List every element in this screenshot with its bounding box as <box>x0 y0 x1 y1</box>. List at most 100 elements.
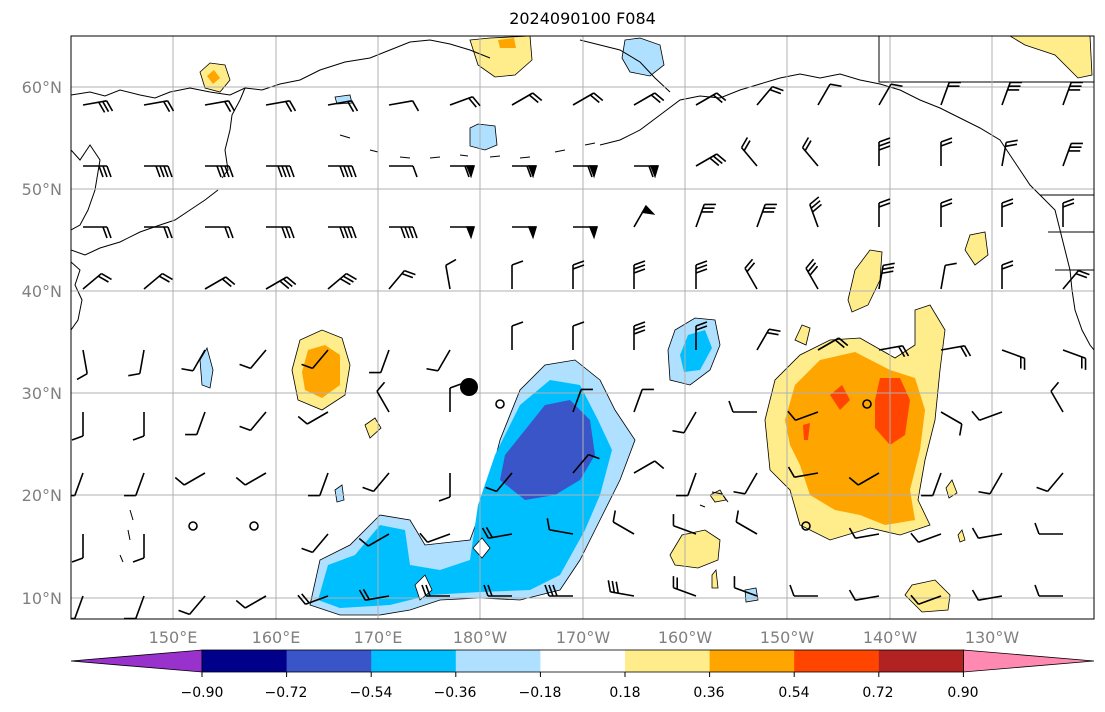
wind-barb <box>426 349 451 372</box>
wind-barb <box>940 81 961 106</box>
wind-barb <box>82 272 112 290</box>
wind-barb <box>921 472 942 497</box>
wind-barb <box>978 472 1003 495</box>
colorbar: −0.90 −0.72 −0.54 −0.36 −0.18 0.18 0.36 … <box>70 649 1095 701</box>
wind-barb <box>633 321 646 350</box>
wind-barb <box>801 137 819 167</box>
wind-barb <box>358 533 390 547</box>
neg-blob-nw1-core <box>680 330 712 372</box>
pos-contour-0.54b <box>830 385 850 410</box>
wind-barb <box>805 258 819 290</box>
colorbar-extend-high <box>963 649 1095 673</box>
pos-blob-e1 <box>964 231 989 266</box>
wind-barb <box>695 153 727 167</box>
wind-barb <box>235 472 267 486</box>
pos-blob-japan-core <box>302 345 340 398</box>
wind-barb <box>878 83 903 106</box>
colorbar-segment <box>202 650 288 672</box>
colorbar-segment <box>455 650 541 672</box>
wind-barb <box>144 226 173 239</box>
wind-barb <box>327 100 359 113</box>
wind-barb <box>633 204 656 228</box>
colorbar-tick-label: 0.90 <box>947 685 978 701</box>
wind-barb <box>809 196 823 228</box>
wind-barb <box>481 526 513 539</box>
coast-bc <box>1040 194 1094 271</box>
wind-barb <box>848 589 880 601</box>
wind-barb <box>817 83 842 106</box>
wind-barb <box>71 412 84 441</box>
lon-label: 130°W <box>965 628 1020 647</box>
wind-barb <box>672 514 697 535</box>
pos-blob-e2 <box>794 324 811 346</box>
wind-barb <box>71 472 84 497</box>
wind-barb <box>327 272 357 290</box>
coast-japan <box>71 189 219 256</box>
colorbar-tick-label: 0.18 <box>609 685 640 701</box>
wind-barb <box>676 472 697 497</box>
map-area <box>71 36 1094 619</box>
wind-barb <box>388 100 420 112</box>
colorbar-tick-label: −0.54 <box>350 685 393 701</box>
wind-barb <box>940 198 953 227</box>
lat-axis-labels: 60°N 50°N 40°N 30°N 20°N 10°N <box>22 78 62 608</box>
neg-contour-0.54 <box>500 400 595 500</box>
wind-barb <box>940 411 963 436</box>
calm-wind-circle <box>188 521 198 531</box>
wind-barb <box>71 534 84 563</box>
neg-blob-sq <box>469 123 498 151</box>
pos-blob-top1 <box>469 36 533 78</box>
wind-barb <box>301 349 329 370</box>
coast-siberia <box>71 39 491 99</box>
lon-label: 170°E <box>354 628 403 647</box>
wind-barb <box>910 594 942 605</box>
coast-hawaii <box>699 491 729 508</box>
wind-barb <box>733 576 758 597</box>
wind-barb <box>419 532 451 543</box>
map-title: 2024090100 F084 <box>509 9 656 28</box>
lat-label: 50°N <box>22 180 62 199</box>
wind-barb <box>940 137 953 166</box>
wind-barb <box>389 226 418 239</box>
wind-barb <box>297 411 329 425</box>
wind-barb <box>695 92 727 106</box>
wind-barb <box>266 226 295 239</box>
lon-axis-labels: 150°E 160°E 170°E 180°W 170°W 160°W 150°… <box>149 628 1020 647</box>
wind-barb <box>1050 381 1064 413</box>
pos-contour-0.54 <box>875 378 910 445</box>
coast-aleutians <box>339 134 596 159</box>
wind-barb <box>265 276 297 290</box>
wind-barb <box>634 165 660 179</box>
wind-barb <box>633 260 646 289</box>
wind-barb <box>1062 269 1090 290</box>
wind-barb <box>848 527 880 539</box>
wind-barb <box>546 518 574 535</box>
wind-barb <box>1001 349 1026 370</box>
colorbar-segment <box>540 650 626 672</box>
wind-barb <box>376 381 390 413</box>
wind-barb <box>971 589 1003 601</box>
lon-label: 140°W <box>863 628 918 647</box>
wind-barb <box>572 388 593 413</box>
lat-label: 20°N <box>22 486 62 505</box>
coast-alaska-w <box>599 73 1094 351</box>
wind-barb <box>789 584 818 597</box>
wind-barb <box>544 584 573 597</box>
anomaly-contours <box>199 36 1093 616</box>
wind-barb <box>445 258 457 290</box>
colorbar-ticks <box>201 672 964 677</box>
calm-wind-markers <box>188 399 872 531</box>
coast-okhotsk <box>71 144 101 231</box>
neg-blob-top <box>621 37 665 77</box>
colorbar-tick-label: 0.36 <box>693 685 724 701</box>
wind-barb <box>740 137 758 167</box>
wind-barb <box>971 527 1003 539</box>
wind-barb <box>181 349 206 372</box>
wind-barb <box>787 466 819 478</box>
wind-barb <box>388 269 416 290</box>
wind-barb <box>733 472 758 495</box>
wind-barb <box>301 533 329 554</box>
pos-blob-hawaii <box>669 529 721 569</box>
colorbar-tick-label: −0.18 <box>519 685 562 701</box>
wind-barb <box>265 100 297 113</box>
